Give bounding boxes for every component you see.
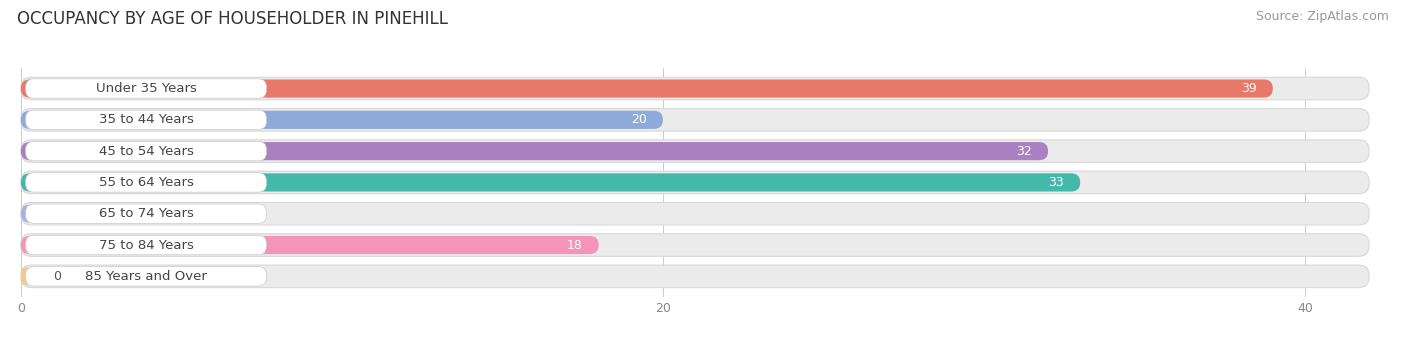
FancyBboxPatch shape bbox=[25, 142, 267, 161]
FancyBboxPatch shape bbox=[21, 173, 1080, 192]
FancyBboxPatch shape bbox=[21, 234, 1369, 256]
Text: 45 to 54 Years: 45 to 54 Years bbox=[98, 145, 194, 158]
Text: OCCUPANCY BY AGE OF HOUSEHOLDER IN PINEHILL: OCCUPANCY BY AGE OF HOUSEHOLDER IN PINEH… bbox=[17, 10, 449, 28]
FancyBboxPatch shape bbox=[21, 267, 41, 285]
FancyBboxPatch shape bbox=[25, 235, 267, 255]
Text: 0: 0 bbox=[53, 270, 60, 283]
Text: 35 to 44 Years: 35 to 44 Years bbox=[98, 113, 194, 126]
Text: 6: 6 bbox=[190, 207, 197, 220]
Text: Under 35 Years: Under 35 Years bbox=[96, 82, 197, 95]
Text: 75 to 84 Years: 75 to 84 Years bbox=[98, 239, 194, 252]
FancyBboxPatch shape bbox=[21, 111, 662, 129]
Text: 55 to 64 Years: 55 to 64 Years bbox=[98, 176, 194, 189]
Text: 32: 32 bbox=[1017, 145, 1032, 158]
Text: 39: 39 bbox=[1241, 82, 1257, 95]
FancyBboxPatch shape bbox=[25, 173, 267, 192]
FancyBboxPatch shape bbox=[21, 79, 1272, 98]
Text: 65 to 74 Years: 65 to 74 Years bbox=[98, 207, 194, 220]
FancyBboxPatch shape bbox=[21, 265, 1369, 287]
Text: 20: 20 bbox=[631, 113, 647, 126]
FancyBboxPatch shape bbox=[21, 108, 1369, 131]
Text: 33: 33 bbox=[1049, 176, 1064, 189]
FancyBboxPatch shape bbox=[21, 236, 599, 254]
FancyBboxPatch shape bbox=[21, 142, 1047, 160]
FancyBboxPatch shape bbox=[21, 203, 1369, 225]
FancyBboxPatch shape bbox=[25, 79, 267, 98]
FancyBboxPatch shape bbox=[21, 205, 214, 223]
FancyBboxPatch shape bbox=[21, 77, 1369, 100]
FancyBboxPatch shape bbox=[21, 171, 1369, 194]
Text: 85 Years and Over: 85 Years and Over bbox=[86, 270, 207, 283]
Text: 18: 18 bbox=[567, 239, 582, 252]
Text: Source: ZipAtlas.com: Source: ZipAtlas.com bbox=[1256, 10, 1389, 23]
FancyBboxPatch shape bbox=[25, 110, 267, 130]
FancyBboxPatch shape bbox=[25, 267, 267, 286]
FancyBboxPatch shape bbox=[25, 204, 267, 223]
FancyBboxPatch shape bbox=[21, 140, 1369, 162]
